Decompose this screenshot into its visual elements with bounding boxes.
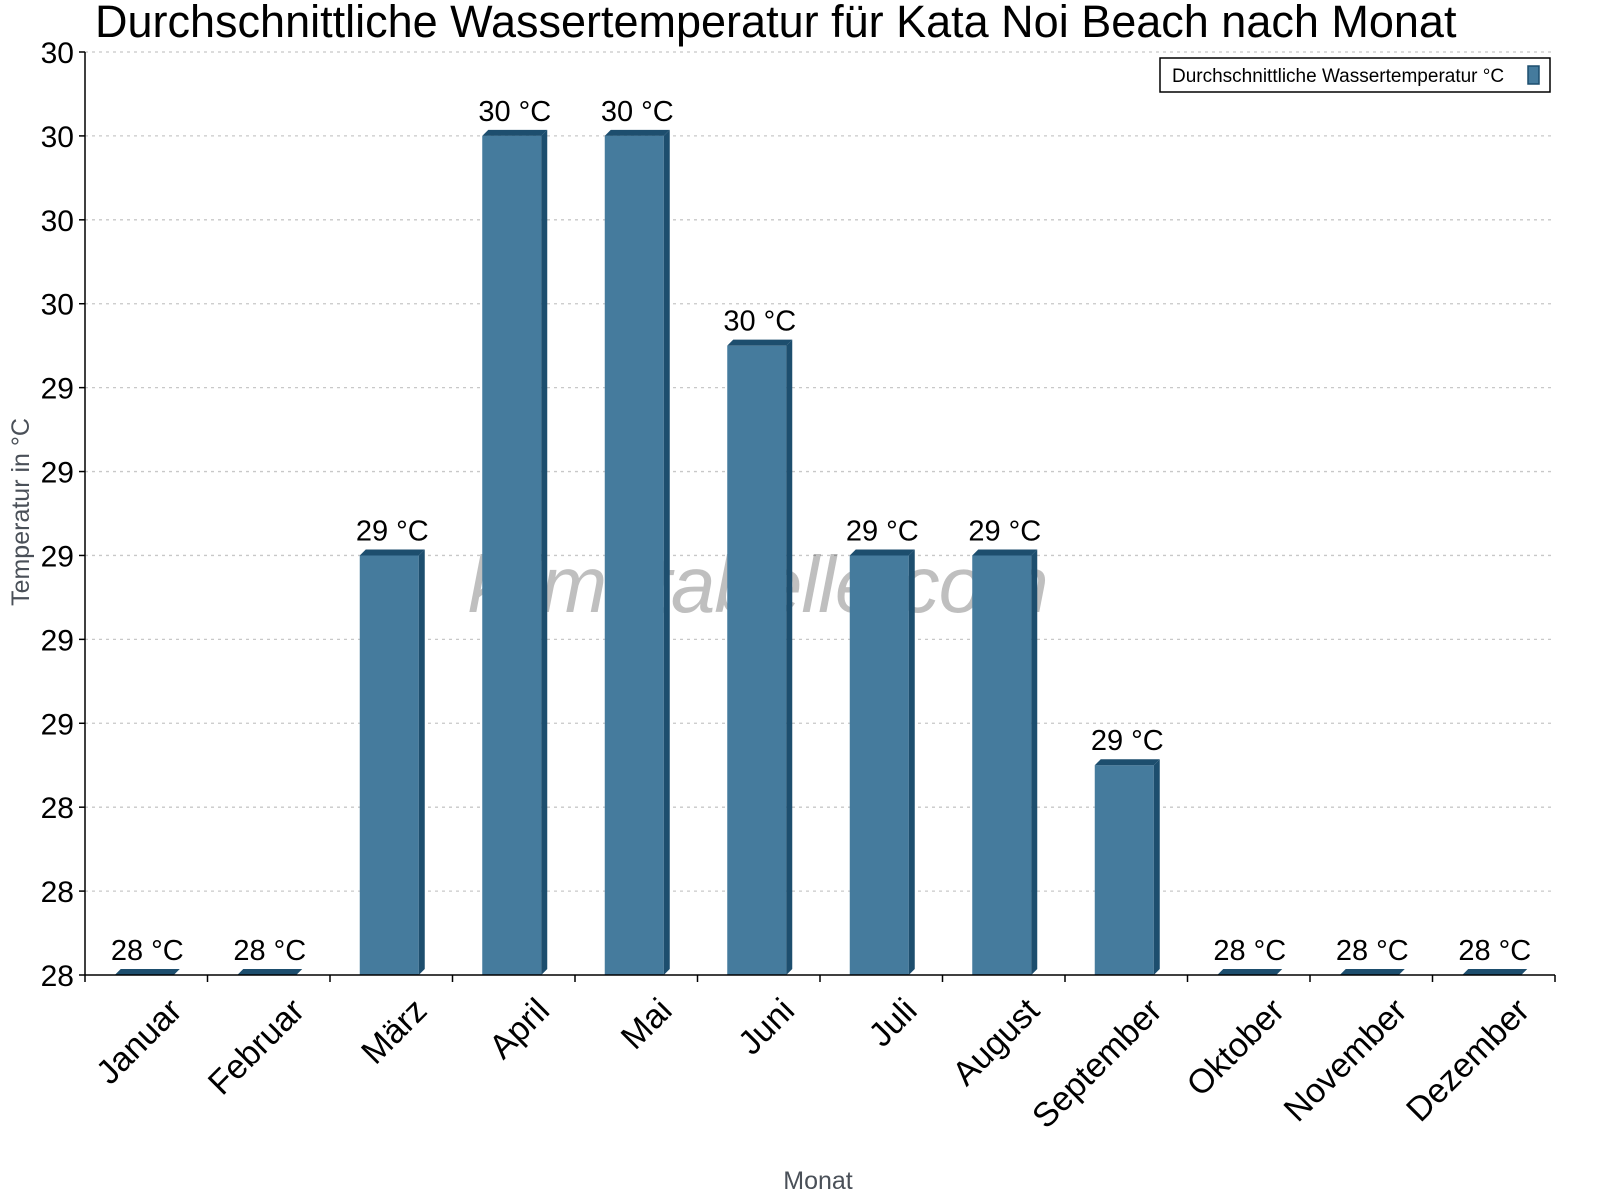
bar-value-label: 28 °C (1213, 935, 1286, 967)
bar-value-label: 30 °C (601, 96, 674, 128)
bar-value-label: 30 °C (723, 306, 796, 338)
bar-value-label: 28 °C (233, 935, 306, 967)
x-tick-label: November (1277, 991, 1415, 1129)
legend-label: Durchschnittliche Wassertemperatur °C (1172, 66, 1504, 87)
x-tick-label: Mai (614, 991, 680, 1057)
y-axis-title: Temperatur in °C (7, 418, 35, 606)
bar-value-label: 29 °C (968, 515, 1041, 547)
x-axis-title: Monat (783, 1167, 853, 1195)
y-tick-label: 28 (41, 960, 74, 993)
x-tick-label: Juli (862, 991, 925, 1054)
x-axis-ticks: Januar Februar März April Mai Juni Juli AugustS… (84, 975, 1556, 1136)
x-tick-label: Juni (731, 991, 802, 1062)
y-tick-label: 29 (41, 708, 74, 741)
y-axis-ticks: 28 28 28 29 29 29 29 29 30 30 30 30 (41, 37, 85, 993)
x-tick-label: April (482, 991, 557, 1066)
bar-value-label: 29 °C (1091, 725, 1164, 757)
gridlines (85, 51, 1555, 892)
y-tick-label: 29 (41, 457, 74, 490)
bar-value-label: 28 °C (111, 935, 184, 967)
bar-value-label: 28 °C (1458, 935, 1531, 967)
bar-juli: 29 °C (846, 515, 919, 975)
bar-value-label: 29 °C (356, 515, 429, 547)
x-tick-label: März (354, 991, 434, 1071)
y-tick-label: 30 (41, 121, 74, 154)
bar-juni: 30 °C (723, 306, 796, 975)
x-tick-label: September (1025, 991, 1169, 1135)
legend-swatch-icon (1527, 65, 1540, 85)
y-tick-label: 29 (41, 540, 74, 573)
bar-mai: 30 °C (601, 96, 674, 976)
legend: Durchschnittliche Wassertemperatur °C (1159, 57, 1551, 93)
chart-title: Durchschnittliche Wassertemperatur für K… (95, 0, 1457, 47)
y-tick-label: 28 (41, 876, 74, 909)
bars: 28 °C 28 °C 29 °C 30 °C 30 °C 30 °C 29 °C 29 °C… (111, 96, 1531, 976)
bar-januar: 28 °C (111, 935, 184, 975)
legend-box (1159, 57, 1551, 93)
axes (84, 52, 1555, 976)
y-tick-label: 30 (41, 289, 74, 322)
x-tick-label: Dezember (1399, 991, 1537, 1129)
bar-value-label: 30 °C (478, 96, 551, 128)
bar-april: 30 °C (478, 96, 551, 976)
bar-märz: 29 °C (356, 515, 429, 975)
bar-september: 29 °C (1091, 725, 1164, 975)
bar-value-label: 29 °C (846, 515, 919, 547)
bar-februar: 28 °C (233, 935, 306, 975)
y-tick-label: 29 (41, 373, 74, 406)
bar-august: 29 °C (968, 515, 1041, 975)
y-tick-label: 28 (41, 792, 74, 825)
y-tick-label: 30 (41, 205, 74, 238)
y-tick-label: 29 (41, 624, 74, 657)
x-tick-label: August (945, 991, 1047, 1093)
x-tick-label: Januar (89, 991, 189, 1091)
bar-dezember: 28 °C (1458, 935, 1531, 975)
y-tick-label: 30 (41, 37, 74, 70)
x-tick-label: Februar (201, 991, 312, 1102)
x-tick-label: Oktober (1180, 991, 1292, 1103)
bar-november: 28 °C (1336, 935, 1409, 975)
bar-oktober: 28 °C (1213, 935, 1286, 975)
bar-value-label: 28 °C (1336, 935, 1409, 967)
